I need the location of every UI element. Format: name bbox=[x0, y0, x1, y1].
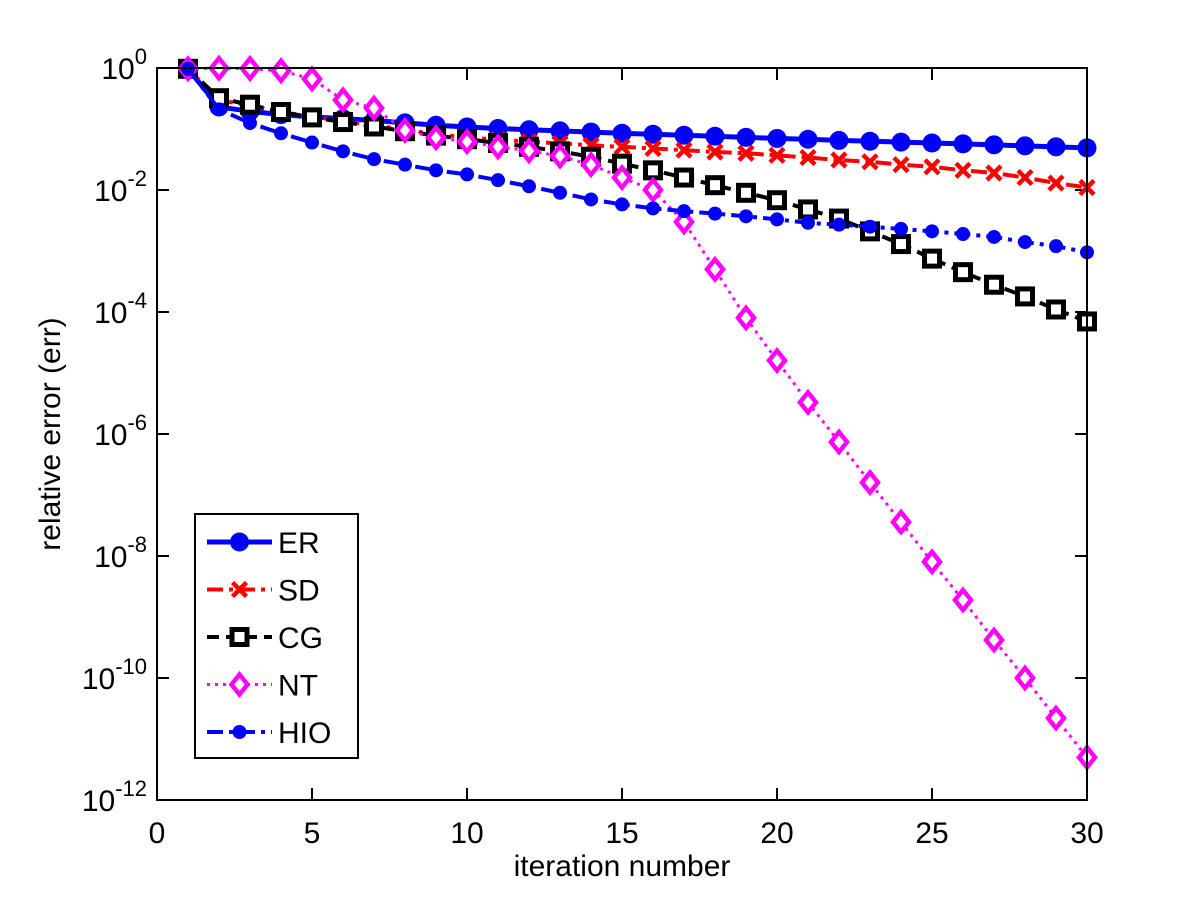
x-tick-label: 20 bbox=[760, 817, 793, 850]
legend-item-NT: NT bbox=[207, 670, 318, 703]
y-tick-label: 10-2 bbox=[94, 166, 147, 208]
x-tick-label: 15 bbox=[605, 817, 638, 850]
legend-item-SD: SD bbox=[207, 575, 320, 608]
x-axis-label: iteration number bbox=[514, 850, 731, 883]
legend-item-HIO: HIO bbox=[207, 717, 331, 750]
tick-labels: 0 5 10 15 20 25 30 100 10-2 10-4 10-6 10-8 10-10 10-1… bbox=[82, 44, 1104, 850]
y-tick-label: 10-4 bbox=[94, 288, 147, 330]
legend-label: SD bbox=[278, 575, 320, 608]
legend-label: HIO bbox=[278, 717, 331, 750]
x-tick-label: 30 bbox=[1070, 817, 1103, 850]
legend-label: CG bbox=[278, 622, 323, 655]
legend-label: ER bbox=[278, 527, 320, 560]
y-tick-label: 10-12 bbox=[82, 776, 147, 818]
series-NT bbox=[177, 54, 1098, 771]
plot-border bbox=[156, 67, 1088, 801]
x-tick-label: 5 bbox=[304, 817, 321, 850]
y-tick-label: 10-10 bbox=[82, 654, 147, 696]
y-tick-label: 10-8 bbox=[94, 532, 147, 574]
x-tick-label: 0 bbox=[149, 817, 166, 850]
series-CG bbox=[178, 58, 1097, 332]
legend-label: NT bbox=[278, 670, 318, 703]
y-tick-label: 100 bbox=[101, 44, 147, 86]
legend-item-ER: ER bbox=[207, 527, 320, 560]
x-tick-label: 25 bbox=[915, 817, 948, 850]
y-axis-label: relative error (err) bbox=[34, 317, 67, 550]
y-tick-label: 10-6 bbox=[94, 410, 147, 452]
x-tick-label: 10 bbox=[450, 817, 483, 850]
series-HIO bbox=[181, 61, 1094, 260]
legend: ER SD CG NT HIO bbox=[194, 513, 359, 759]
legend-item-CG: CG bbox=[207, 622, 323, 655]
